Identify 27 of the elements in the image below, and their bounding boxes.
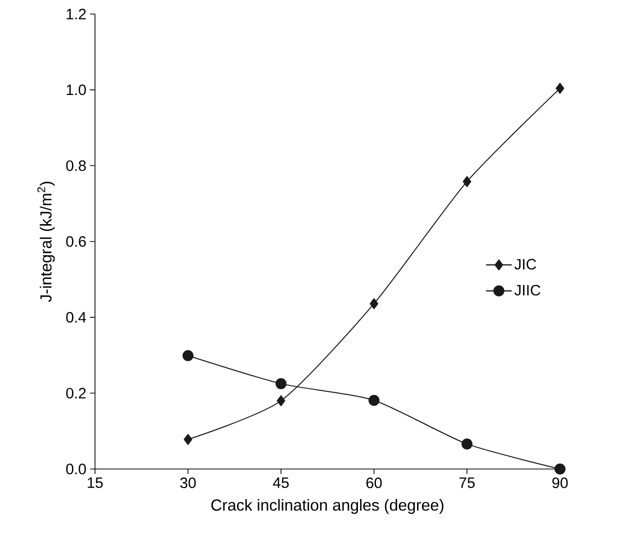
legend-label: JIC [514, 258, 536, 270]
y-tick-label: 1.0 [66, 84, 86, 96]
point [276, 378, 286, 390]
y-tick-label: 0.0 [66, 464, 86, 474]
y-axis-title: J-integral (kJ/m$^{2}$) [37, 182, 55, 302]
x-tick-label: 75 [459, 478, 475, 488]
x-axis-title: Crack inclination angles (degree) [211, 499, 444, 514]
point [370, 298, 378, 310]
legend-label: JIIC [514, 284, 540, 296]
point [462, 176, 472, 188]
point [182, 350, 194, 362]
point [556, 82, 564, 94]
point [461, 438, 472, 450]
y-tick-label: 0.4 [66, 312, 86, 323]
y-tick-label: 0.2 [66, 388, 86, 398]
x-tick-label: 90 [552, 478, 568, 488]
y-tick-label: 0.8 [66, 160, 86, 171]
y-tick-label: 0.6 [66, 236, 86, 247]
x-tick-label: 60 [366, 478, 382, 488]
x-tick-label: 30 [180, 478, 196, 488]
x-tick-label: 45 [273, 478, 289, 488]
point [368, 394, 380, 406]
y-tick-label: 1.2 [66, 8, 86, 20]
point [184, 434, 192, 445]
point [554, 463, 566, 474]
point [276, 395, 286, 406]
x-tick-label: 15 [88, 478, 103, 488]
